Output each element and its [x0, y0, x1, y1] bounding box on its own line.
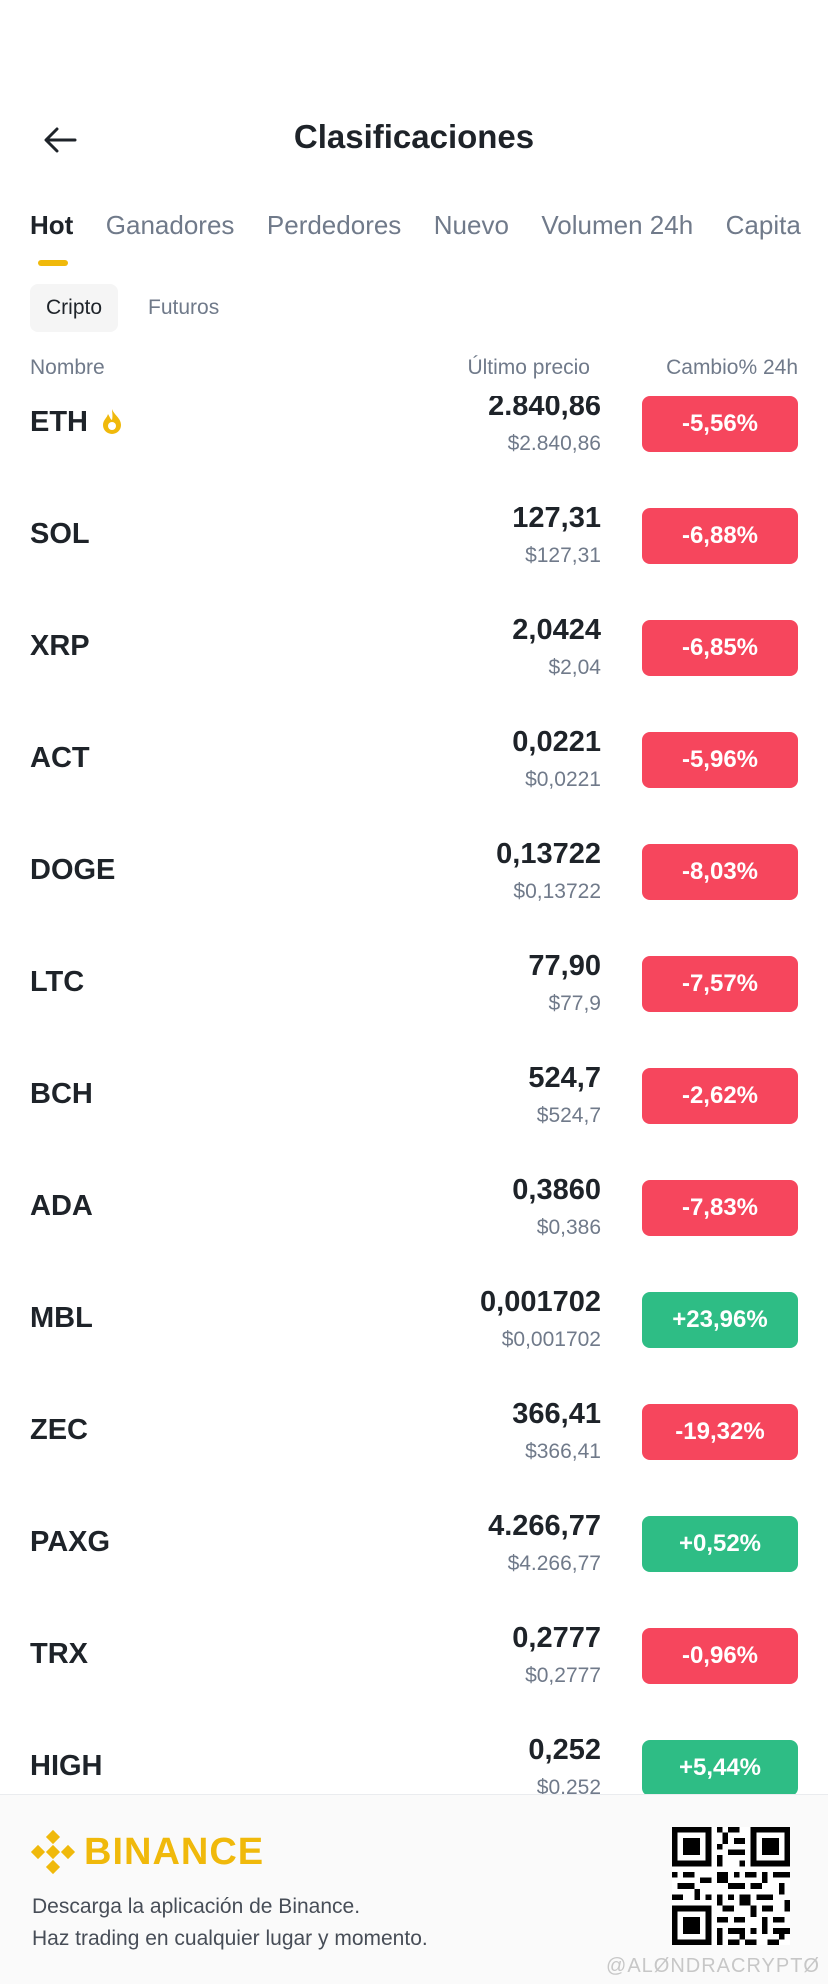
promo-text-line1: Descarga la aplicación de Binance.: [32, 1895, 361, 1918]
binance-brand: BINANCE: [30, 1827, 264, 1877]
qr-code-icon: [672, 1827, 790, 1945]
list-item[interactable]: MBL 0,001702 $0,001702 +23,96%: [0, 1262, 828, 1374]
last-price: 0,13722: [496, 838, 601, 870]
change-badge: -6,88%: [642, 508, 798, 564]
coin-symbol: LTC: [30, 966, 85, 998]
change-badge: -5,96%: [642, 732, 798, 788]
last-price: 0,252: [528, 1734, 601, 1766]
usd-price: $4.266,77: [507, 1552, 601, 1575]
subtab-futuros[interactable]: Futuros: [148, 296, 220, 319]
coin-symbol: ETH: [30, 406, 124, 439]
usd-price: $0,252: [536, 1776, 601, 1794]
change-badge: -7,57%: [642, 956, 798, 1012]
coin-symbol: ZEC: [30, 1414, 88, 1446]
change-badge: -19,32%: [642, 1404, 798, 1460]
last-price: 127,31: [512, 502, 601, 534]
list-item[interactable]: SOL 127,31 $127,31 -6,88%: [0, 478, 828, 590]
change-badge: -5,56%: [642, 396, 798, 452]
last-price: 524,7: [528, 1062, 601, 1094]
last-price: 4.266,77: [488, 1510, 601, 1542]
fire-icon: [103, 409, 121, 435]
last-price: 0,001702: [480, 1286, 601, 1318]
last-price: 0,2777: [512, 1622, 601, 1654]
tab-ganadores[interactable]: Ganadores: [105, 210, 235, 240]
last-price: 0,0221: [512, 726, 601, 758]
back-button[interactable]: [38, 118, 82, 162]
tab-capitalizacion[interactable]: Capita: [725, 210, 801, 240]
tab-nuevo[interactable]: Nuevo: [433, 210, 509, 240]
list-item[interactable]: XRP 2,0424 $2,04 -6,85%: [0, 590, 828, 702]
app-header: Clasificaciones: [0, 0, 828, 190]
market-subtabs: Cripto Futuros: [30, 284, 249, 332]
last-price: 2,0424: [512, 614, 601, 646]
ranking-list[interactable]: ETH 2.840,86 $2.840,86 -5,56% SOL 127,31…: [0, 396, 828, 1794]
list-item[interactable]: ACT 0,0221 $0,0221 -5,96%: [0, 702, 828, 814]
coin-symbol: TRX: [30, 1638, 88, 1670]
change-badge: -0,96%: [642, 1628, 798, 1684]
brand-wordmark: BINANCE: [84, 1830, 265, 1873]
change-badge: -8,03%: [642, 844, 798, 900]
usd-price: $0,2777: [525, 1664, 601, 1687]
coin-symbol: DOGE: [30, 854, 116, 886]
change-badge: -2,62%: [642, 1068, 798, 1124]
change-badge: +5,44%: [642, 1740, 798, 1794]
usd-price: $2.840,86: [507, 432, 601, 455]
usd-price: $77,9: [548, 992, 601, 1015]
list-item[interactable]: BCH 524,7 $524,7 -2,62%: [0, 1038, 828, 1150]
column-headers: Nombre Último precio Cambio% 24h: [30, 356, 798, 386]
column-header-price[interactable]: Último precio: [467, 356, 590, 379]
list-item[interactable]: LTC 77,90 $77,9 -7,57%: [0, 926, 828, 1038]
usd-price: $524,7: [536, 1104, 601, 1127]
change-badge: +23,96%: [642, 1292, 798, 1348]
promo-text-line2: Haz trading en cualquier lugar y momento…: [32, 1927, 428, 1950]
subtab-cripto[interactable]: Cripto: [30, 284, 119, 332]
usd-price: $0,0221: [525, 768, 601, 791]
list-item[interactable]: ETH 2.840,86 $2.840,86 -5,56%: [0, 396, 828, 478]
coin-symbol: PAXG: [30, 1526, 111, 1558]
coin-symbol: SOL: [30, 518, 90, 550]
binance-logo-icon: [30, 1829, 76, 1875]
change-badge: -6,85%: [642, 620, 798, 676]
usd-price: $0,386: [536, 1216, 601, 1239]
list-item[interactable]: DOGE 0,13722 $0,13722 -8,03%: [0, 814, 828, 926]
coin-symbol: MBL: [30, 1302, 93, 1334]
watermark: @ALØNDRACRYPTØ: [606, 1955, 820, 1977]
list-item[interactable]: TRX 0,2777 $0,2777 -0,96%: [0, 1598, 828, 1710]
coin-symbol: BCH: [30, 1078, 93, 1110]
list-item[interactable]: PAXG 4.266,77 $4.266,77 +0,52%: [0, 1486, 828, 1598]
usd-price: $127,31: [525, 544, 601, 567]
arrow-left-icon: [44, 127, 77, 153]
list-item[interactable]: ADA 0,3860 $0,386 -7,83%: [0, 1150, 828, 1262]
list-item[interactable]: HIGH 0,252 $0,252 +5,44%: [0, 1710, 828, 1794]
last-price: 366,41: [512, 1398, 601, 1430]
coin-symbol: XRP: [30, 630, 90, 662]
tab-perdedores[interactable]: Perdedores: [266, 210, 402, 240]
coin-symbol: HIGH: [30, 1750, 103, 1782]
change-badge: -7,83%: [642, 1180, 798, 1236]
column-header-change[interactable]: Cambio% 24h: [666, 356, 798, 379]
column-header-name[interactable]: Nombre: [30, 356, 105, 379]
last-price: 2.840,86: [488, 396, 601, 422]
usd-price: $0,001702: [501, 1328, 601, 1351]
page-title: Clasificaciones: [293, 118, 535, 155]
usd-price: $2,04: [548, 656, 601, 679]
coin-symbol: ADA: [30, 1190, 93, 1222]
last-price: 0,3860: [512, 1174, 601, 1206]
coin-symbol: ACT: [30, 742, 90, 774]
usd-price: $0,13722: [513, 880, 601, 903]
usd-price: $366,41: [525, 1440, 601, 1463]
download-banner[interactable]: BINANCE Descarga la aplicación de Binanc…: [0, 1794, 828, 1984]
tab-volumen-24h[interactable]: Volumen 24h: [541, 210, 694, 240]
tab-hot[interactable]: Hot: [30, 210, 74, 266]
list-item[interactable]: ZEC 366,41 $366,41 -19,32%: [0, 1374, 828, 1486]
change-badge: +0,52%: [642, 1516, 798, 1572]
category-tabs: Hot Ganadores Perdedores Nuevo Volumen 2…: [30, 210, 828, 270]
last-price: 77,90: [528, 950, 601, 982]
